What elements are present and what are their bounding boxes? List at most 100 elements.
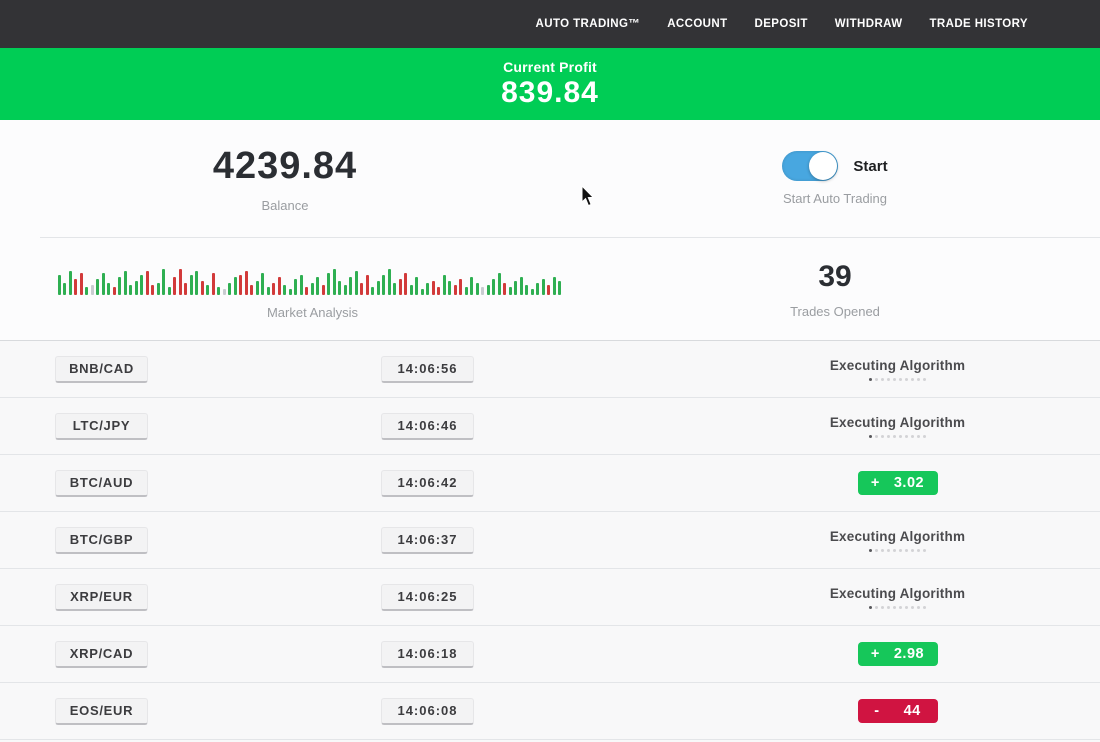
trade-status: Executing Algorithm [790,358,1005,381]
chart-bar [211,272,215,295]
time-chip: 14:06:56 [381,355,474,383]
chart-bar [475,282,479,295]
chart-bar [382,274,385,295]
nav-item-auto-trading[interactable]: AUTO TRADING™ [535,18,641,30]
top-nav: AUTO TRADING™ ACCOUNT DEPOSIT WITHDRAW TRADE… [0,0,1100,48]
chart-bar [387,268,391,295]
chart-bar [519,276,523,295]
chart-bar [255,280,259,295]
chart-bar [426,282,429,295]
chart-bar [266,286,270,295]
chart-bar [288,288,292,295]
chart-bar [68,270,72,295]
time-chip: 14:06:42 [381,469,474,497]
chart-bar [244,270,248,295]
chart-bar [310,282,314,295]
chart-bar [200,280,204,295]
chart-bar [250,284,253,295]
profit-banner: Current Profit 839.84 [0,48,1100,120]
chart-bar [107,282,110,295]
chart-bar [277,276,281,295]
chart-bar [541,278,545,295]
chart-bar [514,280,517,295]
executing-label: Executing Algorithm [829,585,966,601]
chart-bar [233,276,237,295]
pair-chip: EOS/EUR [55,697,148,725]
chart-bar [145,270,149,295]
trade-status: Executing Algorithm [790,415,1005,438]
chart-bar [90,284,94,295]
trades-opened-block: 39 Trades Opened [570,238,1100,340]
executing-label: Executing Algorithm [829,414,966,430]
nav-item-trade-history[interactable]: TRADE HISTORY [929,18,1028,30]
pair-chip: XRP/EUR [55,583,148,611]
auto-trading-block: Start Start Auto Trading [570,120,1100,237]
market-analysis-label: Market Analysis [266,304,359,320]
profit-label: Current Profit [503,59,597,75]
chart-bar [140,274,143,295]
chart-bar [481,286,484,295]
chart-bar [96,278,99,295]
chart-bar [151,284,154,295]
chart-bar [497,272,501,295]
nav-item-withdraw[interactable]: WITHDRAW [834,18,903,30]
chart-bar [437,286,440,295]
chart-bar [222,288,226,295]
chart-bar [486,284,490,295]
trade-status: +3.02 [790,471,1005,495]
trade-status: -44 [790,699,1005,723]
trade-status: +2.98 [790,642,1005,666]
chart-bar [558,280,561,295]
trade-status: Executing Algorithm [790,529,1005,552]
chart-bar [376,280,380,295]
time-chip: 14:06:18 [381,640,474,668]
time-chip: 14:06:46 [381,412,474,440]
toggle-knob [809,152,838,180]
trades-opened-value: 39 [818,259,852,293]
stats-section: 4239.84 Balance Start Start Auto Trading… [0,120,1100,340]
chart-bar [272,282,275,295]
chart-bar [530,288,534,295]
chart-bar [349,276,352,295]
toggle-label: Start [853,157,888,175]
chart-bar [123,270,127,295]
chart-bar [228,282,231,295]
nav-item-account[interactable]: ACCOUNT [667,18,728,30]
executing-label: Executing Algorithm [829,528,966,544]
chart-bar [217,286,220,295]
chart-bar [371,286,374,295]
executing-label: Executing Algorithm [829,357,966,373]
pair-chip: XRP/CAD [55,640,148,668]
chart-bar [184,282,187,295]
chart-bar [261,272,264,295]
chart-bar [118,276,121,295]
chart-bar [354,270,358,295]
time-chip: 14:06:37 [381,526,474,554]
profit-badge: +3.02 [857,471,938,495]
chart-bar [332,268,336,295]
chart-bar [74,278,77,295]
profit-badge: +2.98 [857,642,938,666]
chart-bar [343,284,347,295]
pair-chip: BTC/GBP [55,526,148,554]
balance-value: 4239.84 [212,144,358,187]
chart-bar [162,268,165,295]
chart-bar [459,278,462,295]
chart-bar [294,278,297,295]
chart-bar [420,288,424,295]
chart-bar [415,276,418,295]
chart-bar [448,280,451,295]
loss-badge: -44 [857,699,938,723]
trade-row: EOS/EUR 14:06:08 -44 [0,683,1100,740]
chart-bar [178,268,182,295]
chart-bar [239,274,242,295]
trade-row: BTC/GBP 14:06:37 Executing Algorithm [0,512,1100,569]
trade-row: BTC/AUD 14:06:42 +3.02 [0,455,1100,512]
chart-bar [404,272,407,295]
nav-item-deposit[interactable]: DEPOSIT [754,18,808,30]
chart-bar [156,282,160,295]
chart-bar [85,286,88,295]
time-chip: 14:06:08 [381,697,474,725]
chart-bar [525,284,528,295]
auto-trading-toggle[interactable] [782,151,839,181]
